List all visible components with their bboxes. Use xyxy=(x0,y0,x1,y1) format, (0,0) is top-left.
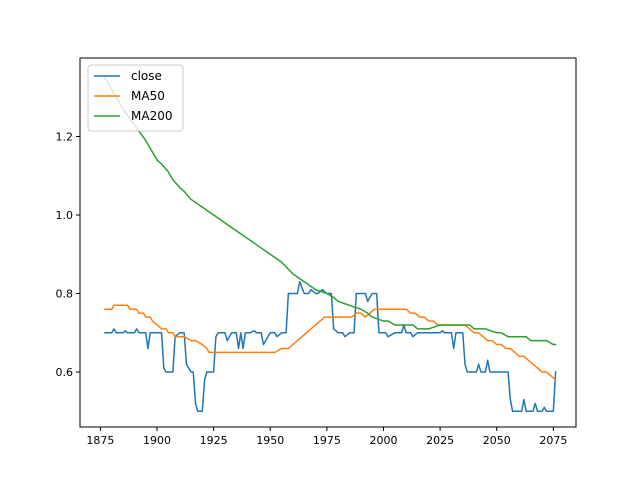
legend: close MA50 MA200 xyxy=(87,64,184,132)
y-tick-label: 1.2 xyxy=(56,131,74,144)
plot-frame xyxy=(79,57,577,428)
series-line-ma200 xyxy=(103,76,557,346)
x-tick-label: 2050 xyxy=(483,434,511,447)
legend-box xyxy=(87,64,184,132)
legend-label-ma200: MA200 xyxy=(131,109,172,123)
series-line-ma50 xyxy=(104,304,557,381)
x-tick-label: 1925 xyxy=(200,434,228,447)
y-axis: 0.6 0.8 1.0 1.2 xyxy=(56,131,80,379)
x-tick-label: 2000 xyxy=(369,434,397,447)
legend-label-ma50: MA50 xyxy=(131,89,165,103)
x-tick-label: 1950 xyxy=(256,434,284,447)
x-tick-label: 2075 xyxy=(539,434,567,447)
legend-label-close: close xyxy=(131,69,162,83)
y-tick-label: 1.0 xyxy=(56,209,74,222)
series-layer xyxy=(103,76,557,413)
x-tick-label: 1900 xyxy=(143,434,171,447)
x-axis: 1875 1900 1925 1950 1975 2000 2025 2050 2075 xyxy=(86,427,567,447)
y-tick-label: 0.8 xyxy=(56,288,74,301)
x-tick-label: 1875 xyxy=(86,434,114,447)
y-tick-label: 0.6 xyxy=(56,366,74,379)
x-tick-label: 1975 xyxy=(313,434,341,447)
x-tick-label: 2025 xyxy=(426,434,454,447)
